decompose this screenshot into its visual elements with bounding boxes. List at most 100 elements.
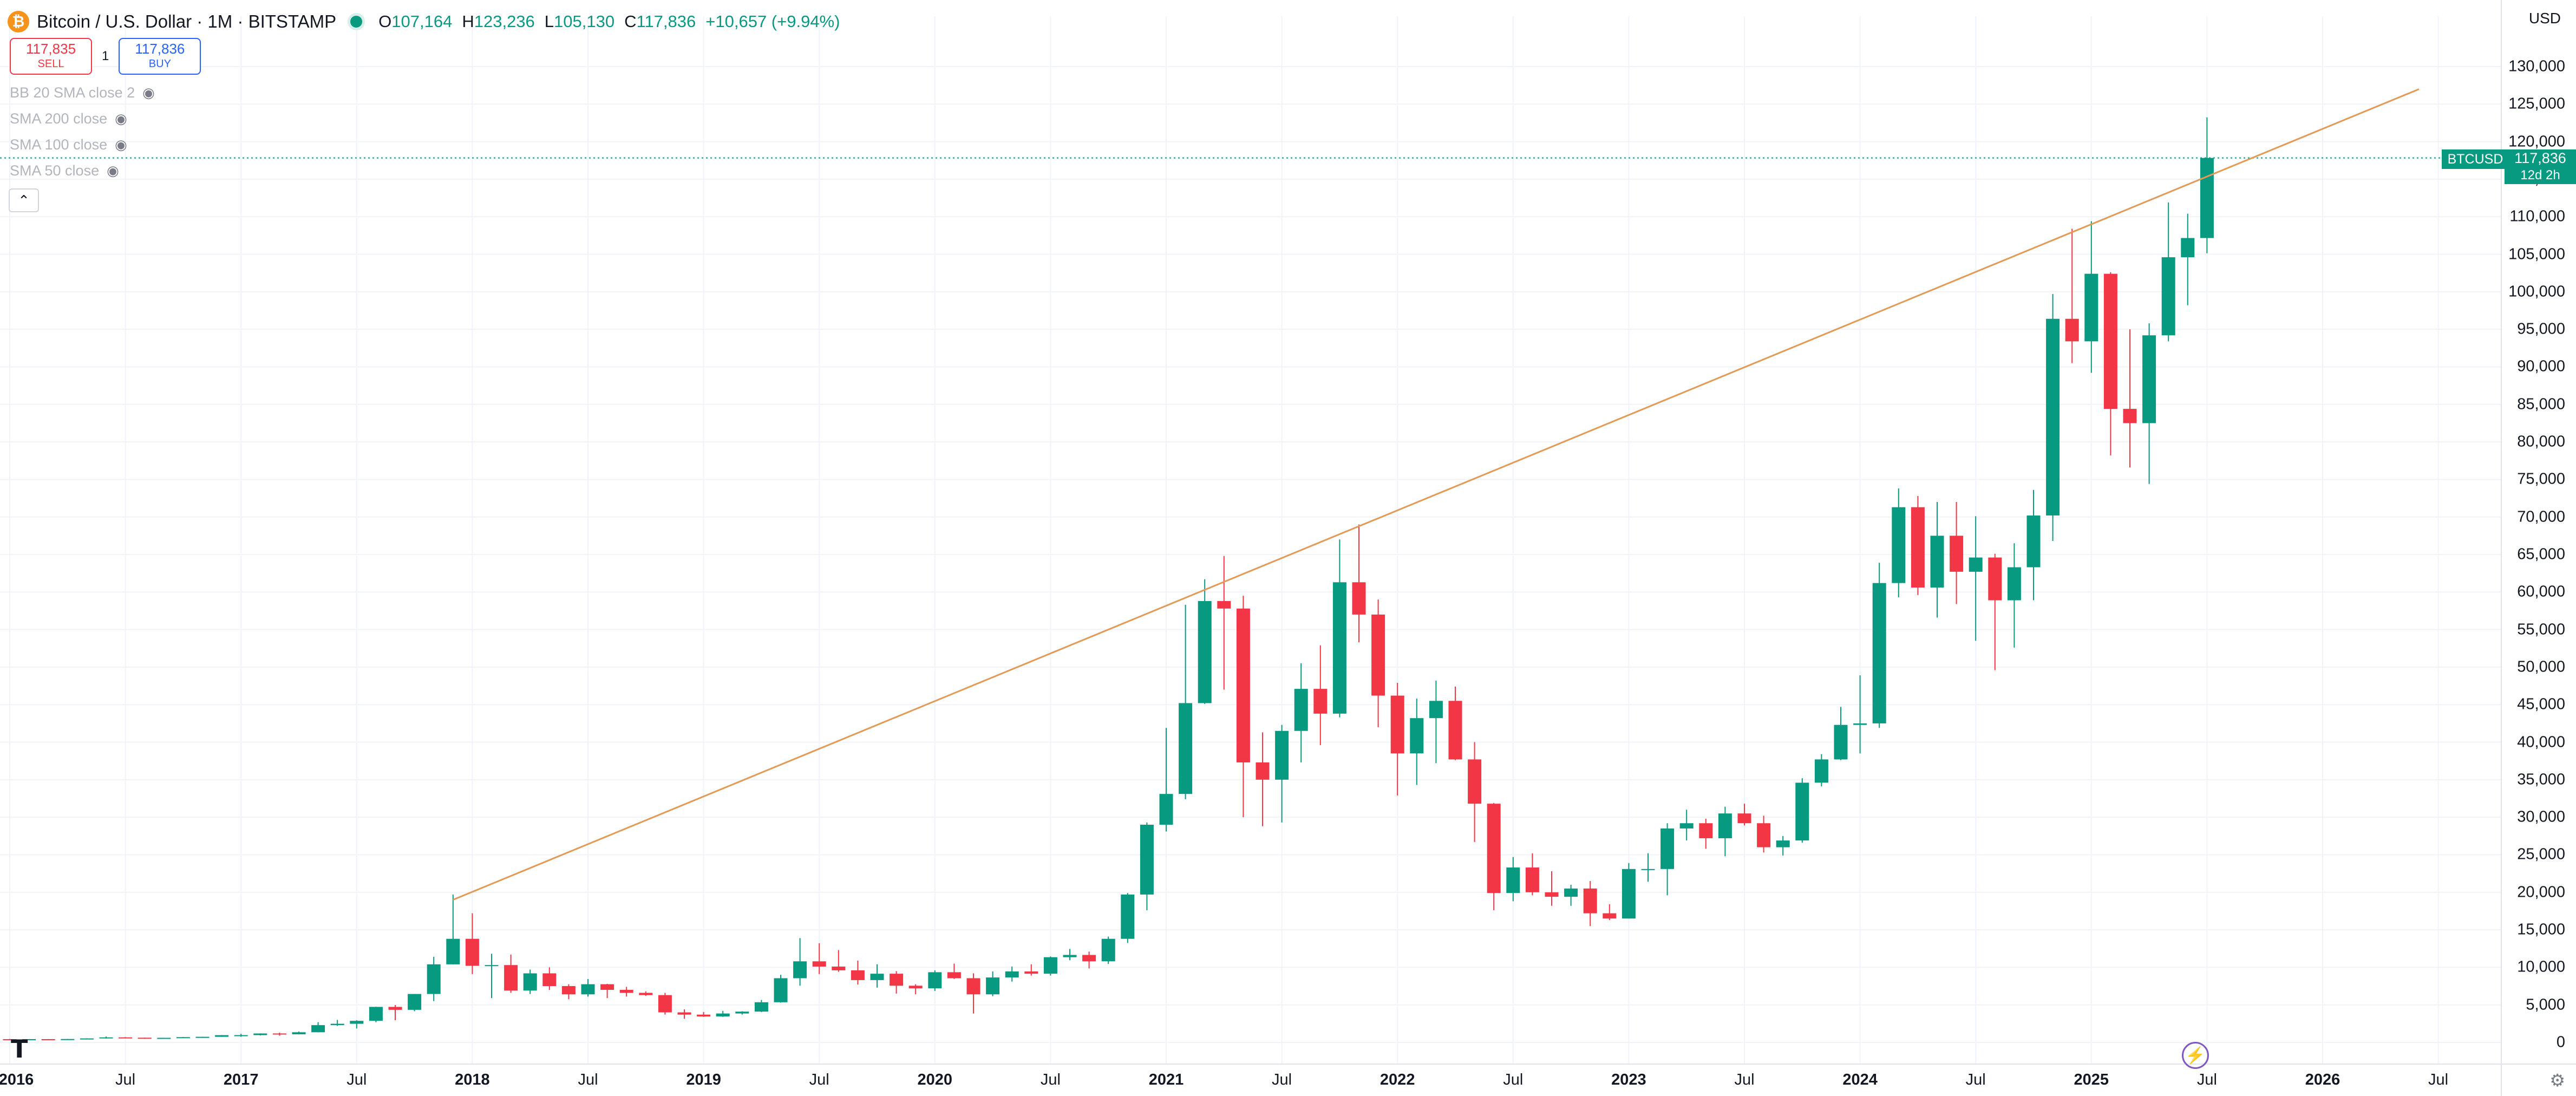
price-tick-label: 100,000 bbox=[2508, 283, 2565, 301]
candle bbox=[2065, 229, 2079, 363]
candle bbox=[2161, 202, 2175, 342]
candle bbox=[1583, 880, 1597, 927]
candle-body bbox=[1641, 869, 1655, 870]
candle-body bbox=[195, 1036, 210, 1038]
candle bbox=[1892, 488, 1906, 598]
time-tick-label: 2020 bbox=[917, 1071, 953, 1088]
candle bbox=[2123, 329, 2137, 468]
candle bbox=[1660, 823, 1675, 896]
candle bbox=[639, 991, 653, 996]
sell-label: SELL bbox=[37, 58, 64, 70]
eye-icon[interactable]: ◉ bbox=[107, 162, 119, 179]
candle bbox=[793, 938, 807, 986]
indicator-sma50[interactable]: SMA 50 close ◉ bbox=[10, 162, 119, 179]
candle bbox=[234, 1034, 248, 1037]
candle bbox=[754, 1000, 768, 1012]
time-tick-label: 2024 bbox=[1842, 1071, 1878, 1088]
candle bbox=[1525, 853, 1539, 896]
time-tick-label: Jul bbox=[1272, 1071, 1292, 1088]
eye-icon[interactable]: ◉ bbox=[142, 84, 155, 101]
candle bbox=[986, 971, 1000, 996]
candle-body bbox=[1468, 759, 1482, 804]
candle-body bbox=[99, 1037, 113, 1039]
candle bbox=[1371, 599, 1385, 727]
candle bbox=[1256, 732, 1270, 826]
candle bbox=[427, 956, 441, 1001]
candle bbox=[1390, 683, 1404, 795]
candle bbox=[1410, 699, 1424, 785]
ohlc-high: 123,236 bbox=[474, 12, 535, 31]
candle-body bbox=[1679, 823, 1694, 828]
last-price-value: 117,836 bbox=[2514, 150, 2566, 166]
candle bbox=[2142, 323, 2156, 484]
candle bbox=[542, 967, 557, 990]
candle-body bbox=[1564, 888, 1578, 897]
candle-body bbox=[697, 1014, 711, 1017]
tradingview-logo-icon[interactable]: 𝗧 bbox=[11, 1035, 28, 1063]
currency-selector[interactable]: USD bbox=[2528, 10, 2561, 27]
candle bbox=[1121, 893, 1135, 943]
time-tick-label: 2018 bbox=[455, 1071, 490, 1088]
candle-body bbox=[80, 1038, 94, 1040]
collapse-indicators-button[interactable]: ⌃ bbox=[9, 188, 39, 212]
order-quantity[interactable]: 1 bbox=[102, 49, 109, 63]
candle bbox=[1082, 951, 1096, 969]
candle bbox=[3, 1039, 17, 1041]
candle bbox=[272, 1032, 286, 1036]
candle-body bbox=[677, 1012, 691, 1015]
candle bbox=[80, 1038, 94, 1040]
symbol-title[interactable]: Bitcoin / U.S. Dollar · 1M · BITSTAMP bbox=[37, 11, 337, 31]
time-tick-label: 2022 bbox=[1379, 1071, 1415, 1088]
gear-icon[interactable]: ⚙ bbox=[2549, 1071, 2565, 1090]
candle-body bbox=[1140, 825, 1154, 895]
candle-body bbox=[1872, 583, 1886, 723]
candle-body bbox=[870, 974, 884, 980]
buy-button[interactable]: 117,836 BUY bbox=[119, 38, 201, 75]
candle-body bbox=[1410, 718, 1424, 754]
candle bbox=[600, 983, 614, 999]
candle bbox=[292, 1031, 306, 1035]
price-tick-label: 75,000 bbox=[2517, 470, 2565, 488]
eye-icon[interactable]: ◉ bbox=[115, 110, 127, 127]
candle-body bbox=[1506, 867, 1520, 893]
candle-body bbox=[1487, 804, 1501, 893]
candle-body bbox=[22, 1039, 36, 1040]
indicator-bb[interactable]: BB 20 SMA close 2 ◉ bbox=[10, 84, 155, 101]
price-tick-label: 120,000 bbox=[2508, 133, 2565, 151]
candle-body bbox=[215, 1035, 229, 1037]
candle bbox=[908, 984, 923, 995]
candle-body bbox=[350, 1021, 364, 1024]
candle bbox=[1969, 516, 1983, 641]
candle bbox=[2007, 543, 2021, 648]
candle-body bbox=[388, 1007, 402, 1010]
lightning-icon[interactable]: ⚡ bbox=[2182, 1042, 2209, 1069]
candle bbox=[1776, 836, 1790, 856]
candle bbox=[485, 954, 499, 999]
candle bbox=[350, 1020, 364, 1029]
candle-body bbox=[1429, 701, 1443, 719]
candle-body bbox=[272, 1033, 286, 1035]
candle-body bbox=[832, 966, 846, 970]
candle-body bbox=[2007, 567, 2021, 601]
candle bbox=[1429, 680, 1443, 764]
candle bbox=[2200, 117, 2214, 253]
candle bbox=[619, 987, 633, 997]
indicator-sma200[interactable]: SMA 200 close ◉ bbox=[10, 110, 127, 127]
candle bbox=[774, 975, 788, 1003]
time-tick-label: 2021 bbox=[1148, 1071, 1184, 1088]
trendline[interactable] bbox=[453, 88, 2420, 901]
candle bbox=[138, 1038, 152, 1039]
candle bbox=[1930, 501, 1944, 618]
candle-body bbox=[1043, 957, 1057, 974]
sell-button[interactable]: 117,835 SELL bbox=[10, 38, 92, 75]
eye-icon[interactable]: ◉ bbox=[115, 136, 127, 153]
price-tick-label: 95,000 bbox=[2517, 320, 2565, 338]
candle bbox=[870, 964, 884, 988]
candle bbox=[99, 1036, 113, 1039]
candle bbox=[1718, 806, 1732, 857]
candle-body bbox=[774, 978, 788, 1002]
price-tick-label: 40,000 bbox=[2517, 733, 2565, 751]
price-tick-label: 35,000 bbox=[2517, 771, 2565, 788]
indicator-sma100[interactable]: SMA 100 close ◉ bbox=[10, 136, 127, 153]
